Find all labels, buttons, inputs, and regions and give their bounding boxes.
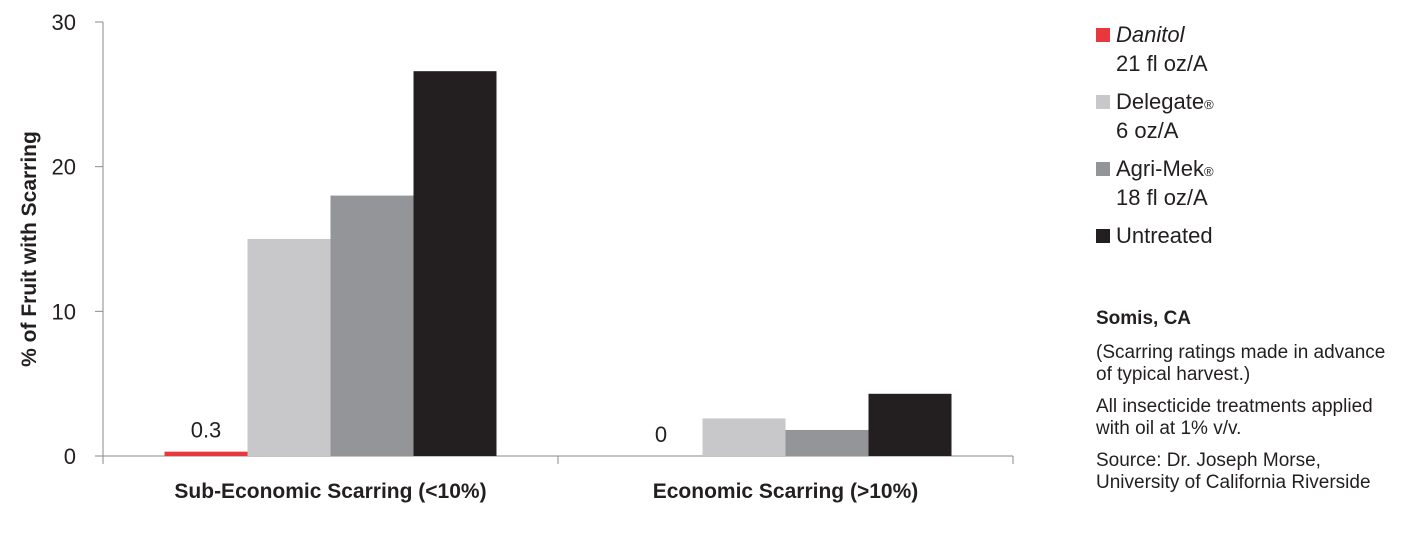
- bar-delegate: [702, 418, 786, 456]
- legend-swatch-delegate: [1096, 95, 1110, 109]
- x-category-label: Economic Scarring (>10%): [653, 480, 919, 503]
- data-label: 0: [655, 422, 667, 447]
- y-tick-label: 10: [52, 299, 76, 324]
- bar-danitol: [164, 451, 248, 456]
- bar-agri-mek: [330, 195, 414, 456]
- y-tick-label: 0: [64, 444, 76, 469]
- x-category-label: Sub-Economic Scarring (<10%): [174, 480, 486, 503]
- legend-item-untreated: Untreated: [1096, 221, 1396, 250]
- note-source: Source: Dr. Joseph Morse, University of …: [1096, 450, 1371, 493]
- y-axis-title: % of Fruit with Scarring: [18, 131, 41, 367]
- note-ratings: (Scarring ratings made in advance of typ…: [1096, 342, 1386, 385]
- legend-item-agri-mek: Agri-Mek® 18 fl oz/A: [1096, 154, 1396, 212]
- legend-label-danitol: Danitol: [1116, 22, 1185, 47]
- legend-label-agri-mek: Agri-Mek: [1116, 156, 1205, 181]
- y-tick-label: 30: [52, 10, 76, 35]
- registered-mark: ®: [1204, 164, 1214, 179]
- legend-label-delegate: Delegate: [1116, 89, 1205, 114]
- registered-mark: ®: [1204, 97, 1214, 112]
- legend-swatch-agri-mek: [1096, 162, 1110, 176]
- legend-swatch-untreated: [1096, 229, 1110, 243]
- legend-swatch-danitol: [1096, 28, 1110, 42]
- note-treatments: All insecticide treatments applied with …: [1096, 396, 1373, 439]
- chart-notes: Somis, CA (Scarring ratings made in adva…: [1096, 308, 1396, 504]
- legend-item-danitol: Danitol 21 fl oz/A: [1096, 20, 1396, 78]
- data-label: 0.3: [191, 418, 222, 443]
- legend-rate-delegate: 6 oz/A: [1116, 118, 1179, 143]
- bar-untreated: [868, 393, 952, 456]
- legend: Danitol 21 fl oz/A Delegate® 6 oz/A Agri…: [1096, 20, 1396, 259]
- bar-untreated: [413, 71, 497, 456]
- legend-label-untreated: Untreated: [1116, 223, 1213, 248]
- y-tick-label: 20: [52, 155, 76, 180]
- bar-chart: 0 10 20 30 Sub-Economic Scarring (<10%) Econo…: [18, 10, 1014, 503]
- bar-agri-mek: [785, 429, 869, 456]
- legend-item-delegate: Delegate® 6 oz/A: [1096, 87, 1396, 145]
- location-label: Somis, CA: [1096, 308, 1192, 329]
- legend-rate-agri-mek: 18 fl oz/A: [1116, 185, 1208, 210]
- bar-delegate: [247, 239, 331, 456]
- legend-rate-danitol: 21 fl oz/A: [1116, 51, 1208, 76]
